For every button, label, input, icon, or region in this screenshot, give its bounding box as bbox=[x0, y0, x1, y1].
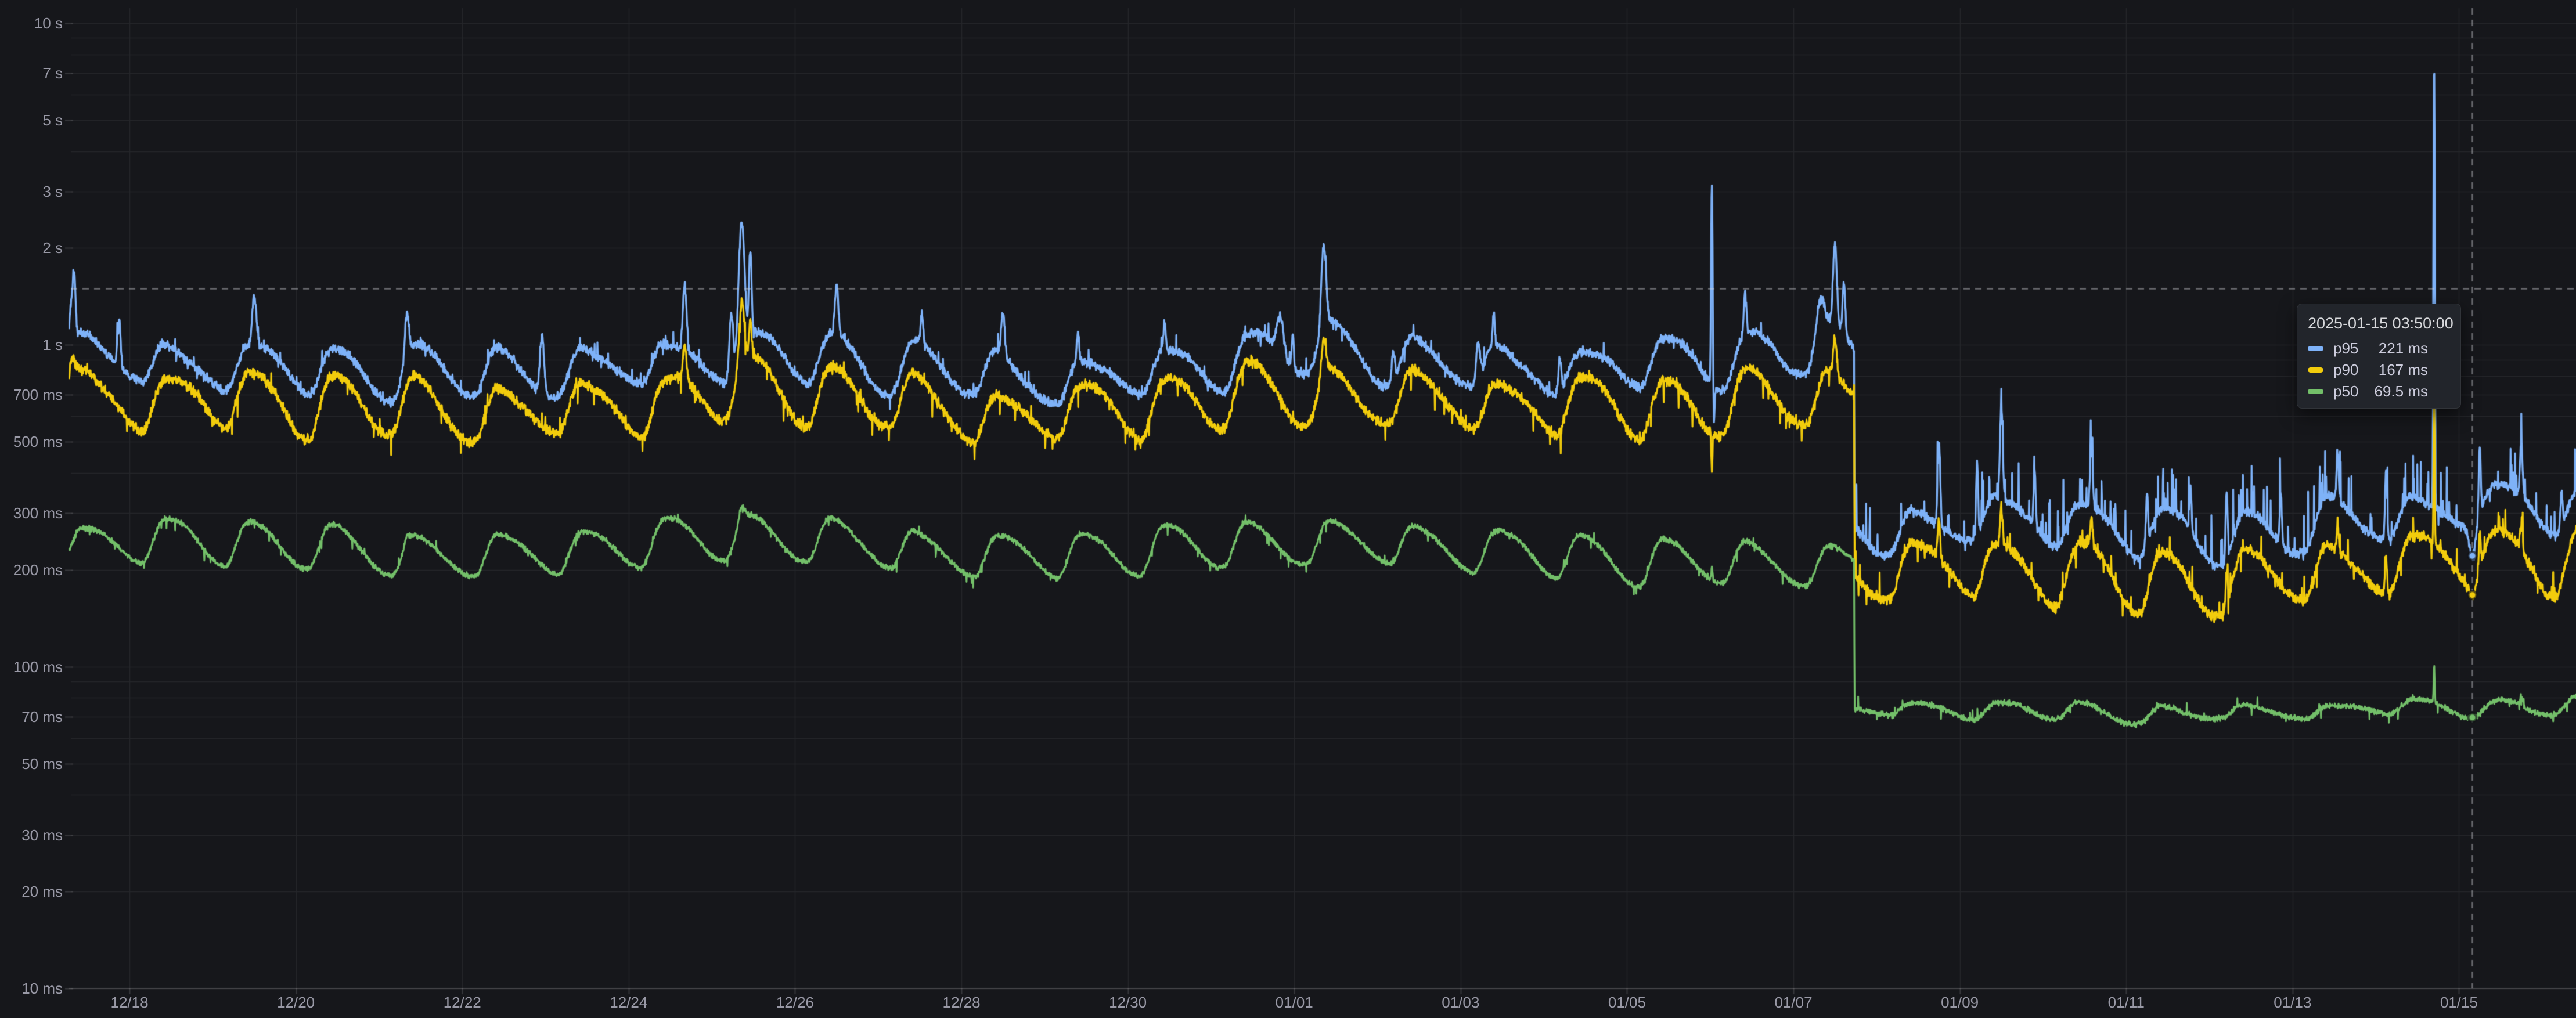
series-label: p90 bbox=[2333, 361, 2359, 378]
y-axis-tick-label: 300 ms bbox=[13, 504, 63, 522]
x-axis-tick-label: 12/30 bbox=[1109, 994, 1147, 1011]
y-axis-tick-label: 5 s bbox=[42, 111, 63, 129]
series-label: p50 bbox=[2333, 382, 2359, 400]
x-axis-tick-label: 01/11 bbox=[2107, 994, 2145, 1011]
x-axis-tick-label: 01/03 bbox=[1442, 994, 1480, 1011]
x-axis-tick-label: 12/22 bbox=[443, 994, 481, 1011]
y-axis-tick-label: 20 ms bbox=[21, 883, 63, 901]
series-label: p95 bbox=[2333, 340, 2359, 357]
x-axis-tick-label: 12/20 bbox=[277, 994, 315, 1011]
x-axis-tick-label: 12/28 bbox=[942, 994, 981, 1011]
y-axis-tick-label: 30 ms bbox=[21, 826, 63, 844]
series-color-pill-p95 bbox=[2308, 346, 2323, 351]
y-axis-tick-label: 500 ms bbox=[13, 433, 63, 451]
y-axis-tick-label: 50 ms bbox=[21, 755, 63, 772]
series-color-pill-p90 bbox=[2308, 367, 2323, 373]
x-axis-tick-label: 01/15 bbox=[2440, 994, 2478, 1011]
series-value: 167 ms bbox=[2378, 361, 2428, 378]
y-axis-tick-label: 7 s bbox=[42, 64, 63, 82]
y-axis-tick-label: 10 ms bbox=[21, 980, 63, 997]
x-axis-tick-label: 01/13 bbox=[2274, 994, 2312, 1011]
y-axis-tick-label: 3 s bbox=[42, 182, 63, 200]
tooltip-row: p50 69.5 ms bbox=[2308, 381, 2450, 402]
series-value: 69.5 ms bbox=[2374, 382, 2429, 400]
y-axis-tick-label: 2 s bbox=[42, 239, 63, 257]
x-axis-tick-label: 01/05 bbox=[1608, 994, 1646, 1011]
x-axis-tick-label: 01/01 bbox=[1275, 994, 1313, 1011]
y-axis-tick-label: 10 s bbox=[34, 15, 63, 32]
x-axis-tick-label: 01/07 bbox=[1774, 994, 1813, 1011]
x-axis-tick-label: 12/26 bbox=[776, 994, 814, 1011]
tooltip-rows: p95 221 ms p90 167 ms p50 69.5 ms bbox=[2308, 338, 2450, 402]
x-axis-tick-label: 12/24 bbox=[610, 994, 648, 1011]
series-value: 221 ms bbox=[2378, 340, 2428, 357]
x-axis-tick-label: 01/09 bbox=[1941, 994, 1979, 1011]
y-axis-tick-label: 100 ms bbox=[13, 658, 63, 676]
tooltip-timestamp: 2025-01-15 03:50:00 bbox=[2308, 315, 2453, 332]
y-axis-tick-label: 70 ms bbox=[21, 707, 63, 725]
tooltip-row: p90 167 ms bbox=[2308, 359, 2450, 381]
y-axis-tick-label: 1 s bbox=[42, 336, 63, 354]
chart-tooltip: 2025-01-15 03:50:00 p95 221 ms p90 167 ms p5… bbox=[2297, 304, 2461, 409]
y-axis-tick-label: 700 ms bbox=[13, 386, 63, 404]
x-axis-tick-label: 12/18 bbox=[110, 994, 149, 1011]
series-color-pill-p50 bbox=[2308, 389, 2323, 394]
tooltip-row: p95 221 ms bbox=[2308, 338, 2450, 359]
y-axis-tick-label: 200 ms bbox=[13, 561, 63, 579]
